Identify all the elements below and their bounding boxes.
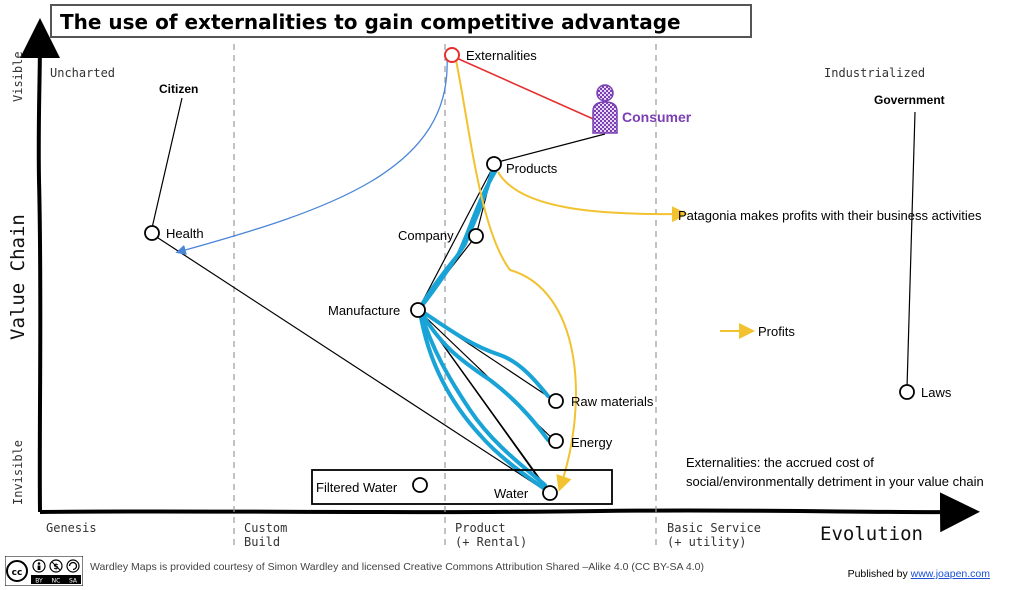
license-label-by: BY [35,578,43,585]
label-raw-materials: Raw materials [571,394,654,409]
label-health: Health [166,226,204,241]
cc-license-badge: cc $ BY NC SA [5,556,83,586]
label-company: Company [398,228,454,243]
stage-product: Product [455,521,506,535]
stage-dividers [233,44,657,548]
svg-text:cc: cc [12,568,23,578]
node-health [144,225,160,241]
flow-manufacture-energy [418,308,550,442]
node-filtered-water [412,477,428,493]
region-industrialized: Industrialized [824,66,925,80]
stage-custom: Custom [244,521,287,535]
sa-icon [66,559,80,573]
cc-icon [6,560,28,582]
label-manufacture: Manufacture [328,303,400,318]
region-uncharted: Uncharted [50,66,115,80]
link-citizen-health [151,97,183,229]
blue-flow-lines [418,168,550,492]
externalities-health-arrow [175,57,448,255]
label-filtered-water: Filtered Water [316,480,398,495]
stage-genesis: Genesis [46,521,97,535]
stage-utility: Basic Service [667,521,761,535]
y-axis [19,18,60,513]
link-products-manufacture [417,164,495,311]
license-label-sa: SA [69,578,78,585]
node-company [468,228,484,244]
link-government-laws [906,111,916,389]
y-axis-top-label: Visible [11,51,25,102]
component-nodes [144,47,915,501]
published-link[interactable]: www.joapen.com [910,568,990,580]
label-laws: Laws [921,385,952,400]
x-axis-title: Evolution [820,523,923,545]
node-raw-materials [548,393,564,409]
label-patagonia: Patagonia makes profits with their busin… [678,208,982,223]
label-products: Products [506,161,558,176]
y-axis-title: Value Chain [7,214,29,340]
stage-utility-sub: (+ utility) [667,535,746,549]
stage-labels: Genesis Custom Build Product (+ Rental) … [46,521,761,549]
axes [19,18,980,533]
label-citizen: Citizen [159,82,198,96]
water-box [311,469,613,505]
flow-manufacture-water [418,308,547,487]
page-title: The use of externalities to gain competi… [60,10,681,34]
footer-credit: Wardley Maps is provided courtesy of Sim… [90,561,704,573]
label-energy: Energy [571,435,613,450]
stage-custom-sub: Build [244,535,280,549]
legend-profits-label: Profits [758,324,795,339]
flow-manufacture-water-2 [418,310,548,492]
y-axis-bottom-label: Invisible [11,440,25,505]
node-energy [548,433,564,449]
consumer-icon [592,84,618,134]
label-government: Government [874,93,945,107]
label-externalities: Externalities [466,48,537,63]
annotation-externalities-2: social/environmentally detriment in your… [686,474,984,489]
profit-externalities-water [455,59,577,492]
annotation-externalities-1: Externalities: the accrued cost of [686,455,874,470]
x-axis [39,492,980,533]
profit-arrows [455,59,755,492]
title-box: The use of externalities to gain competi… [50,4,752,38]
license-label-nc: NC [52,578,61,585]
node-manufacture [410,302,426,318]
label-water: Water [494,486,529,501]
stage-product-sub: (+ Rental) [455,535,527,549]
link-externalities-consumer [451,55,601,123]
link-consumer-products [493,133,606,164]
profit-products-patagonia [497,171,688,223]
published-by: Published by www.joapen.com [848,568,990,580]
node-externalities [444,47,460,63]
node-water [542,485,558,501]
published-prefix: Published by [847,568,908,580]
label-consumer: Consumer [622,109,692,125]
node-laws [899,384,915,400]
flow-manufacture-raw [418,308,550,398]
link-health-water [151,233,550,494]
dependency-links [151,97,916,494]
node-products [486,156,502,172]
